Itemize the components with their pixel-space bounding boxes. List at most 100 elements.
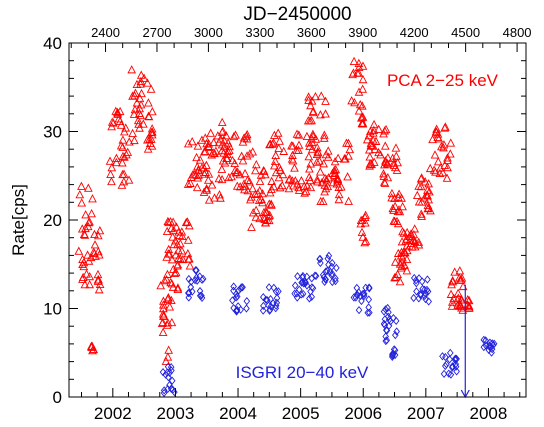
isgri-point (365, 295, 373, 304)
isgri-point (365, 303, 372, 312)
pca-point (112, 157, 121, 167)
pca-point (251, 212, 261, 221)
isgri-point (440, 369, 448, 379)
pca-point (395, 277, 405, 286)
pca-point (107, 117, 117, 126)
pca-point (297, 176, 306, 185)
pca-point (334, 182, 344, 192)
pca-point (387, 193, 396, 202)
pca-point (135, 104, 145, 113)
top-tick-label: 4800 (503, 25, 532, 40)
pca-point (247, 222, 256, 231)
pca-point (128, 91, 137, 100)
pca-point (455, 299, 465, 308)
isgri-point (385, 321, 393, 330)
pca-point (321, 184, 331, 193)
pca-point (113, 108, 122, 117)
pca-point (287, 141, 296, 150)
pca-point (233, 167, 242, 176)
pca-point (238, 156, 248, 165)
pca-point (456, 275, 466, 284)
isgri-point (365, 283, 373, 292)
pca-point (145, 138, 155, 148)
pca-point (369, 125, 379, 134)
pca-point (424, 179, 434, 188)
pca-point (416, 209, 426, 218)
pca-point (381, 124, 391, 134)
pca-point (370, 144, 380, 153)
pca-point (358, 232, 368, 241)
pca-point (437, 141, 446, 151)
isgri-point (452, 360, 460, 369)
pca-point (217, 117, 227, 126)
pca-point (166, 277, 175, 287)
isgri-point (328, 258, 336, 268)
pca-point (311, 134, 321, 143)
pca-point (93, 269, 103, 279)
pca-point (204, 195, 214, 204)
pca-point (137, 88, 146, 98)
pca-point (349, 56, 359, 65)
pca-point (425, 187, 434, 196)
pca-point (91, 251, 100, 260)
pca-point (185, 261, 195, 270)
isgri-point (259, 306, 267, 315)
pca-point (267, 176, 277, 185)
pca-point (393, 269, 403, 278)
pca-point (340, 154, 350, 163)
isgri-point (353, 283, 361, 293)
pca-point (409, 229, 419, 239)
pca-point (442, 173, 452, 182)
pca-point (186, 178, 195, 187)
pca-point (230, 158, 240, 168)
pca-point (107, 176, 116, 186)
isgri-point (445, 369, 453, 378)
pca-point (162, 320, 172, 329)
pca-point (265, 188, 275, 197)
pca-point (354, 87, 364, 96)
top-tick-label: 4500 (451, 25, 480, 40)
isgri-point (412, 276, 420, 285)
isgri-point (272, 287, 280, 296)
pca-point (441, 122, 450, 131)
pca-point (320, 130, 329, 139)
pca-point (420, 177, 430, 186)
pca-point (143, 135, 152, 144)
pca-point (430, 150, 440, 159)
pca-point (429, 165, 439, 174)
pca-point (319, 159, 328, 168)
pca-point (412, 190, 422, 200)
pca-point (93, 247, 103, 256)
pca-point (206, 128, 216, 137)
pca-point (77, 181, 86, 190)
pca-point (307, 144, 317, 153)
pca-point (361, 210, 370, 219)
pca-point (391, 151, 401, 160)
pca-point (440, 123, 450, 132)
pca-point (159, 300, 168, 309)
isgri-point (421, 291, 428, 301)
pca-point (183, 217, 192, 226)
pca-point (217, 164, 227, 173)
pca-point (358, 74, 368, 84)
pca-point (417, 197, 427, 206)
pca-point (292, 129, 302, 138)
isgri-point (333, 263, 340, 273)
pca-point (165, 302, 175, 311)
pca-point (391, 143, 401, 152)
pca-point (334, 189, 344, 199)
pca-point (95, 226, 105, 235)
pca-point (132, 98, 142, 107)
isgri-point (167, 363, 175, 372)
pca-point (301, 186, 311, 196)
pca-point (135, 123, 144, 132)
pca-point (416, 181, 426, 191)
pca-point (317, 178, 327, 187)
pca-point (248, 208, 258, 217)
pca-point (165, 249, 174, 258)
pca-point (396, 263, 406, 272)
isgri-point (302, 278, 309, 287)
pca-point (82, 269, 91, 278)
pca-point (225, 141, 234, 151)
isgri-point (185, 293, 193, 302)
